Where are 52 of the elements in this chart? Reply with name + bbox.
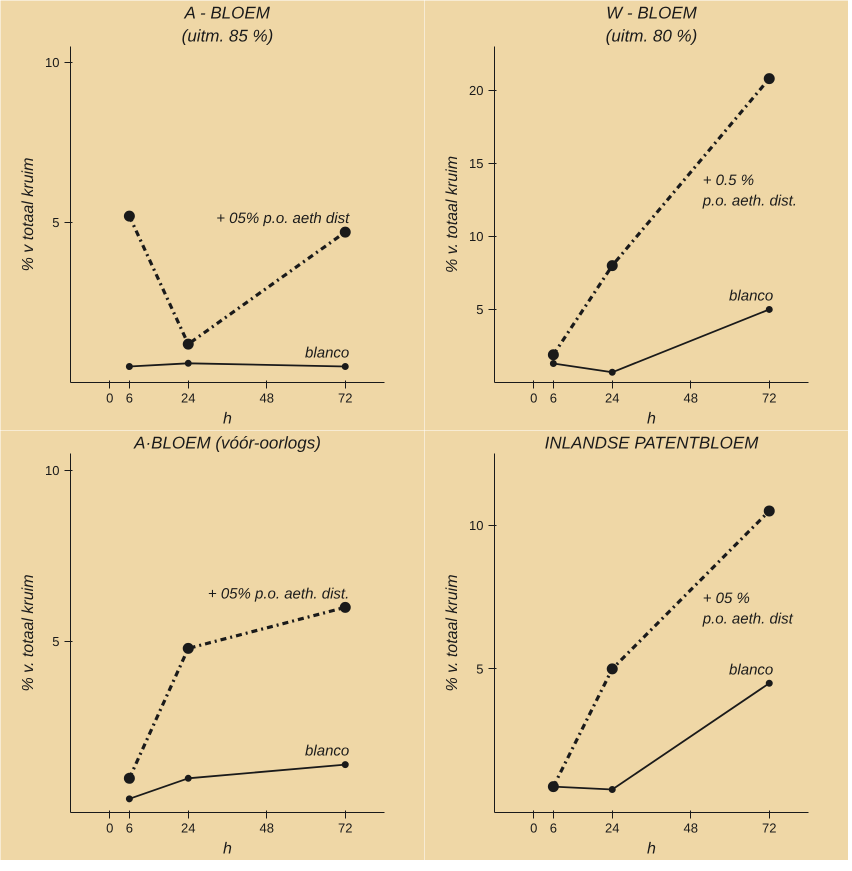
series-label: + 0.5 % p.o. aeth. dist. bbox=[702, 172, 797, 210]
series-label: + 05 % p.o. aeth. dist bbox=[702, 590, 794, 628]
x-tick-label: 6 bbox=[550, 390, 557, 406]
series-label: + 05% p.o. aeth. dist. bbox=[208, 585, 350, 602]
x-tick-label: 24 bbox=[181, 390, 196, 406]
x-tick-label: 0 bbox=[530, 390, 538, 406]
x-tick-label: 0 bbox=[106, 390, 114, 406]
y-tick-label: 10 bbox=[45, 463, 60, 478]
x-axis-title: h bbox=[223, 410, 232, 428]
y-tick-label: 5 bbox=[52, 634, 60, 650]
x-tick-label: 48 bbox=[260, 820, 274, 836]
y-tick-label: 5 bbox=[476, 302, 484, 317]
y-axis-title: % v. totaal kruim bbox=[444, 574, 462, 692]
x-tick-label: 6 bbox=[126, 390, 133, 406]
x-tick-label: 48 bbox=[684, 390, 698, 406]
x-tick-label: 6 bbox=[126, 820, 133, 836]
series-label: blanco bbox=[729, 287, 774, 304]
series-label: blanco bbox=[729, 661, 774, 678]
x-tick-label: 0 bbox=[530, 820, 538, 836]
x-axis-title: h bbox=[647, 410, 656, 428]
y-tick-label: 15 bbox=[469, 156, 484, 171]
x-tick-label: 72 bbox=[762, 820, 776, 836]
y-tick-label: 20 bbox=[469, 82, 484, 98]
y-axis-title: % v totaal kruim bbox=[20, 158, 38, 272]
x-tick-label: 24 bbox=[605, 820, 620, 836]
chart-title: INLANDSE PATENTBLOEM bbox=[544, 434, 760, 452]
x-tick-label: 72 bbox=[762, 390, 776, 406]
x-tick-label: 48 bbox=[260, 390, 274, 406]
chart-subtitle: (uitm. 80 %) bbox=[606, 26, 698, 46]
y-tick-label: 10 bbox=[469, 518, 484, 533]
y-tick-label: 10 bbox=[45, 55, 60, 70]
x-tick-label: 48 bbox=[684, 820, 698, 836]
x-tick-label: 6 bbox=[550, 820, 557, 836]
x-tick-label: 72 bbox=[338, 390, 352, 406]
y-axis-title: % v. totaal kruim bbox=[444, 156, 462, 274]
x-tick-label: 72 bbox=[338, 820, 352, 836]
series-label: blanco bbox=[305, 344, 350, 362]
chart-title: A - BLOEM bbox=[184, 4, 271, 22]
series-label: + 05% p.o. aeth dist bbox=[216, 210, 350, 228]
y-tick-label: 10 bbox=[469, 228, 484, 244]
chart-title: W - BLOEM bbox=[606, 4, 698, 22]
x-tick-label: 0 bbox=[106, 820, 114, 836]
x-tick-label: 24 bbox=[181, 820, 196, 836]
x-axis-title: h bbox=[647, 840, 656, 858]
x-tick-label: 24 bbox=[605, 390, 620, 406]
x-axis-title: h bbox=[223, 840, 232, 858]
y-tick-label: 5 bbox=[52, 215, 60, 230]
y-axis-title: % v. totaal kruim bbox=[20, 574, 38, 692]
y-tick-label: 5 bbox=[476, 661, 484, 676]
chart-title: A·BLOEM (vóór-oorlogs) bbox=[133, 434, 321, 452]
chart-subtitle: (uitm. 85 %) bbox=[182, 26, 274, 46]
series-label: blanco bbox=[305, 742, 350, 760]
